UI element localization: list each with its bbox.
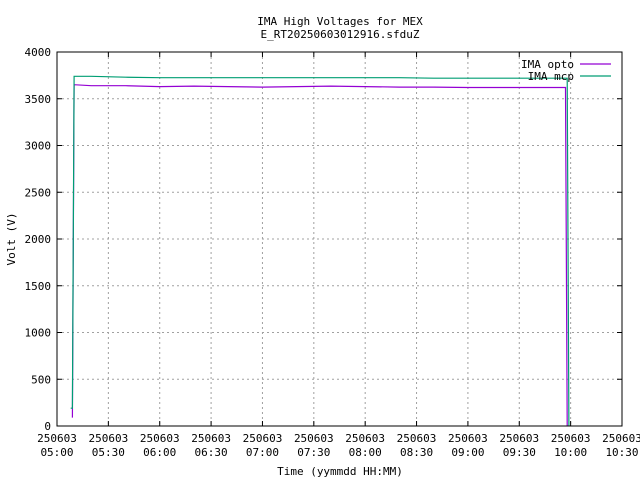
y-tick-label: 2500 xyxy=(25,186,52,199)
legend-label: IMA mcp xyxy=(528,70,574,83)
x-tick-label-time: 07:00 xyxy=(246,446,279,459)
x-tick-label-date: 250603 xyxy=(448,432,488,445)
x-tick-label-time: 05:00 xyxy=(40,446,73,459)
x-tick-label-time: 08:30 xyxy=(400,446,433,459)
y-tick-label: 3500 xyxy=(25,93,52,106)
x-tick-label-time: 08:00 xyxy=(349,446,382,459)
x-tick-label-time: 09:30 xyxy=(503,446,536,459)
x-tick-label-date: 250603 xyxy=(602,432,640,445)
y-tick-label: 4000 xyxy=(25,46,52,59)
tick-layer: 0500100015002000250030003500400025060305… xyxy=(25,46,640,459)
x-tick-label-date: 250603 xyxy=(499,432,539,445)
chart-title: IMA High Voltages for MEX xyxy=(257,15,423,28)
x-axis-label: Time (yymmdd HH:MM) xyxy=(277,465,403,478)
x-tick-label-date: 250603 xyxy=(294,432,334,445)
x-tick-label-time: 05:30 xyxy=(92,446,125,459)
x-tick-label-time: 10:30 xyxy=(605,446,638,459)
x-tick-label-date: 250603 xyxy=(37,432,77,445)
chart-subtitle: E_RT20250603012916.sfduZ xyxy=(261,28,420,41)
x-tick-label-time: 07:30 xyxy=(297,446,330,459)
x-tick-label-date: 250603 xyxy=(397,432,437,445)
y-tick-label: 1000 xyxy=(25,327,52,340)
x-tick-label-date: 250603 xyxy=(551,432,591,445)
x-tick-label-date: 250603 xyxy=(345,432,385,445)
grid-layer xyxy=(57,52,622,426)
series-line-ima-opto xyxy=(71,84,568,427)
y-tick-label: 2000 xyxy=(25,233,52,246)
series-line-ima-mcp xyxy=(70,75,570,427)
x-tick-label-date: 250603 xyxy=(88,432,128,445)
legend-label: IMA opto xyxy=(521,58,574,71)
y-tick-label: 500 xyxy=(31,373,51,386)
x-tick-label-date: 250603 xyxy=(140,432,180,445)
y-axis-label: Volt (V) xyxy=(5,213,18,266)
x-tick-label-date: 250603 xyxy=(243,432,283,445)
y-tick-label: 3000 xyxy=(25,140,52,153)
y-tick-label: 0 xyxy=(44,420,51,433)
x-tick-label-time: 09:00 xyxy=(451,446,484,459)
series-layer xyxy=(70,75,570,427)
y-tick-label: 1500 xyxy=(25,280,52,293)
x-tick-label-time: 06:00 xyxy=(143,446,176,459)
x-tick-label-time: 10:00 xyxy=(554,446,587,459)
x-tick-label-date: 250603 xyxy=(191,432,231,445)
x-tick-label-time: 06:30 xyxy=(195,446,228,459)
